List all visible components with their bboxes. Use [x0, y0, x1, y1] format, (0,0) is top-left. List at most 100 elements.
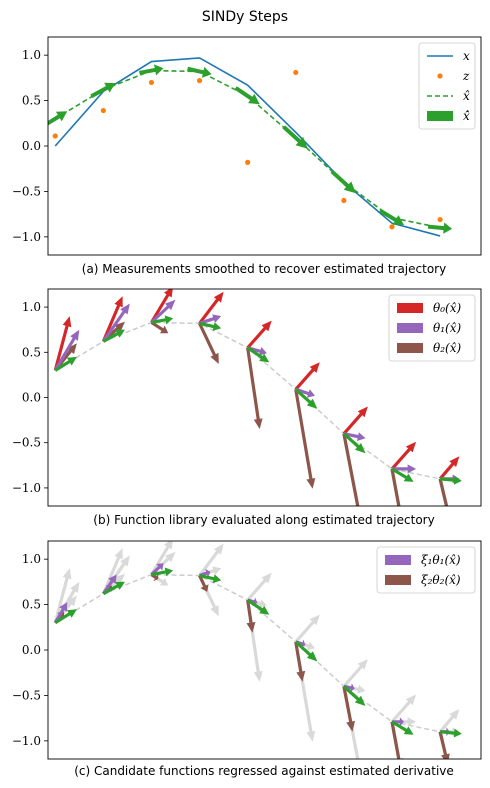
xi1-theta1-arrow: [102, 574, 117, 595]
caption-b: (b) Function library evaluated along est…: [93, 513, 434, 527]
legend-label: ξ₂θ₂(x̂): [421, 573, 461, 587]
xhat-dot-arrow: [102, 581, 125, 596]
xi2-theta2-arrow: [246, 599, 256, 633]
theta1-faded-arrow: [392, 717, 417, 727]
theta1-arrow: [53, 329, 80, 372]
xhat-dot-arrow: [246, 598, 270, 615]
y-tick-label: −0.5: [12, 688, 41, 702]
xi2-theta2-arrow: [294, 641, 306, 682]
z-point: [100, 107, 106, 114]
z-point: [148, 79, 155, 86]
xhat-dot-arrow: [139, 64, 164, 76]
theta0-arrow: [390, 441, 417, 470]
z-point: [293, 69, 299, 76]
theta0-faded-arrow: [294, 614, 320, 643]
xhat-dot-arrow: [199, 321, 222, 331]
caption-c: (c) Candidate functions regressed agains…: [74, 764, 454, 778]
xhat-dot-arrow: [151, 567, 174, 577]
legend: ξ₁θ₁(x̂) ξ₂θ₂(x̂): [376, 546, 476, 594]
theta2-arrow: [342, 433, 360, 506]
legend-box: [418, 42, 476, 130]
theta0-faded-arrow: [150, 541, 173, 576]
xi2-theta2-arrow: [390, 721, 404, 759]
y-tick-label: 1.0: [22, 300, 41, 314]
theta0-faded-arrow: [198, 543, 224, 577]
legend-swatch: [397, 343, 423, 353]
xhat-dot-arrow: [187, 66, 212, 78]
theta0-faded-arrow: [53, 568, 72, 624]
xhat-dot-arrow: [391, 720, 414, 735]
z-point: [196, 78, 203, 84]
legend-swatch: [397, 303, 423, 313]
panel-a: 1.0 0.5 0.0 −0.5 −1.0 xz x̂ x̂̇: [12, 36, 482, 256]
y-tick-label: 0.0: [22, 139, 41, 153]
y-tick-label: −1.0: [12, 481, 41, 495]
theta1-arrow: [102, 303, 130, 343]
panel-b: 1.0 0.5 0.0 −0.5 −1.0 θ₀(x̂) θ₁(x̂) θ₂(x̂): [12, 288, 482, 507]
legend: xz x̂ x̂̇: [418, 42, 476, 130]
theta1-arrow: [392, 464, 417, 474]
theta0-faded-arrow: [246, 572, 272, 602]
xhat-dot-arrow: [199, 574, 222, 584]
y-tick-label: 0.0: [22, 391, 41, 405]
z-point: [437, 216, 443, 223]
z-point: [389, 224, 395, 230]
y-tick-label: −0.5: [12, 184, 41, 198]
legend-label: x̂: [463, 89, 470, 103]
plot-area: [48, 57, 453, 237]
legend-label: x: [463, 49, 470, 63]
y-tick-label: 1.0: [22, 552, 41, 566]
legend-label: z: [462, 69, 470, 83]
theta1-arrow: [247, 346, 267, 356]
xhat-dot-arrow: [427, 222, 453, 234]
theta2-arrow: [438, 478, 449, 506]
y-tick-label: 0.5: [22, 598, 41, 612]
theta2-arrow: [294, 389, 316, 489]
xhat-dot-arrow: [54, 356, 77, 372]
theta1-arrow: [199, 314, 222, 325]
xi1-theta1-arrow: [343, 683, 355, 693]
z-point: [52, 133, 58, 139]
xhat-dot-arrow: [330, 170, 356, 194]
legend-swatch: [427, 111, 453, 121]
series-x-line: [54, 57, 441, 237]
xhat-dot-arrow: [151, 315, 174, 325]
theta1-arrow: [295, 387, 315, 398]
theta0-faded-arrow: [101, 548, 123, 595]
xhat-dot-arrow: [342, 432, 366, 454]
xi1-theta1-arrow: [392, 717, 404, 727]
y-tick-label: 0.0: [22, 643, 41, 657]
theta0-faded-arrow: [438, 709, 460, 733]
theta0-arrow: [342, 406, 368, 435]
panel-c: 1.0 0.5 0.0 −0.5 −1.0 ξ₁θ₁(x̂) ξ₂θ₂(x̂): [12, 540, 482, 760]
xhat-dot-arrow: [440, 475, 462, 485]
y-tick-label: −0.5: [12, 436, 41, 450]
legend-label: θ₂(x̂): [433, 341, 461, 355]
xhat-dot-arrow: [54, 609, 77, 625]
figure-title: SINDy Steps: [202, 9, 288, 25]
xhat-dot-arrow: [48, 111, 68, 126]
plot-area: [53, 541, 462, 759]
xhat-dot-arrow: [378, 208, 404, 225]
theta0-faded-arrow: [390, 694, 417, 723]
axes-frame: [47, 288, 482, 507]
xi2-theta2-arrow: [342, 686, 355, 732]
y-tick-label: −1.0: [12, 734, 41, 748]
legend-label: x̂̇: [463, 109, 470, 123]
theta0-arrow: [150, 289, 173, 324]
theta0-faded-arrow: [342, 659, 368, 688]
y-tick-label: −1.0: [12, 230, 41, 244]
caption-a: (a) Measurements smoothed to recover est…: [82, 262, 446, 276]
xhat-dot-arrow: [234, 86, 260, 105]
theta2-arrow: [198, 322, 219, 364]
legend-swatch: [397, 323, 423, 333]
xhat-dot-arrow: [90, 82, 116, 98]
legend-swatch: [437, 73, 443, 79]
axes-frame: [47, 36, 482, 256]
theta0-arrow: [53, 316, 72, 371]
theta1-arrow: [150, 299, 176, 324]
xhat-dot-arrow: [294, 640, 318, 662]
xhat-dot-arrow: [440, 728, 462, 738]
legend-swatch: [385, 575, 411, 585]
